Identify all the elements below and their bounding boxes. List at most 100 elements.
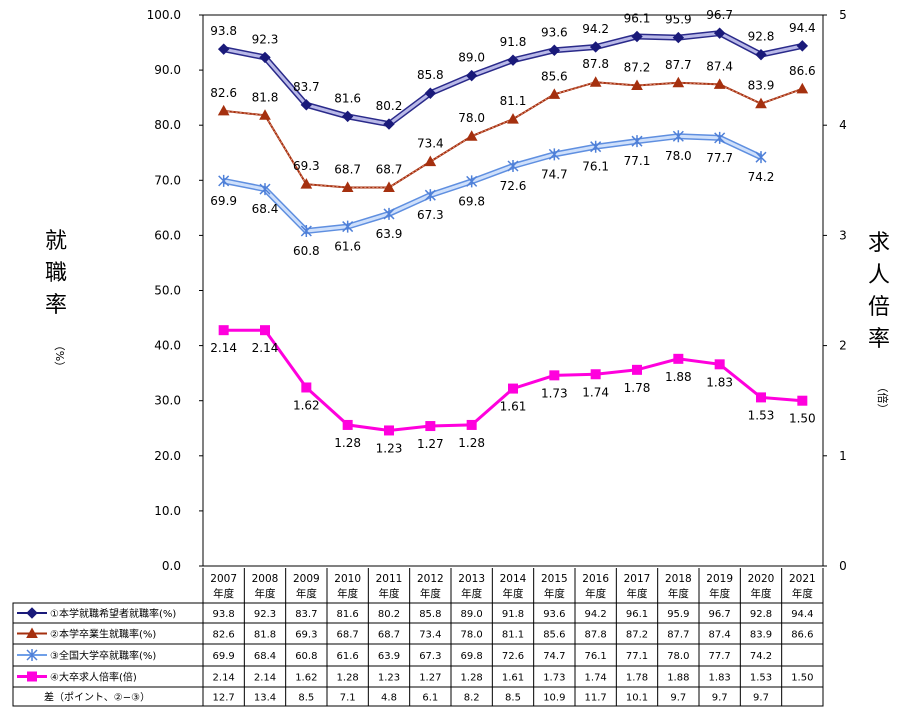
- table-cell: 87.2: [626, 630, 648, 641]
- category-suffix: 年度: [503, 587, 524, 600]
- data-point-star: [672, 130, 684, 143]
- category-year: 2013: [458, 573, 485, 585]
- data-label: 83.9: [748, 79, 775, 93]
- data-point-diamond: [755, 48, 767, 61]
- left-tick-label: 30.0: [154, 394, 181, 408]
- table-cell: 68.7: [337, 630, 359, 641]
- data-label: 77.7: [706, 151, 733, 165]
- data-label: 1.61: [500, 400, 527, 414]
- data-point-star: [383, 207, 395, 220]
- data-point-triangle: [507, 113, 519, 124]
- data-label: 78.0: [665, 149, 692, 163]
- category-year: 2020: [748, 573, 775, 585]
- data-label: 76.1: [582, 160, 609, 174]
- table-cell: 69.8: [461, 651, 483, 662]
- data-point-diamond: [424, 87, 437, 99]
- data-label: 1.50: [789, 412, 816, 426]
- data-point-triangle: [589, 76, 602, 87]
- table-cell: 1.78: [626, 673, 648, 684]
- data-label: 93.8: [210, 24, 237, 38]
- table-cell: 10.9: [543, 693, 565, 704]
- data-point-triangle: [424, 155, 437, 167]
- right-axis-title-char: 人: [868, 263, 890, 288]
- table-cell: 87.8: [585, 630, 607, 641]
- data-point-diamond: [259, 51, 271, 64]
- data-point-square: [425, 421, 436, 432]
- data-label: 68.7: [376, 162, 403, 176]
- data-point-triangle: [259, 109, 271, 120]
- table-cell: 81.6: [337, 609, 359, 620]
- legend-label: ④大卒求人倍率(倍): [50, 671, 137, 684]
- category-suffix: 年度: [709, 587, 730, 600]
- table-cell: 74.2: [750, 651, 772, 662]
- table-cell: 89.0: [461, 609, 483, 620]
- table-cell: 1.23: [378, 673, 400, 684]
- data-point-diamond: [217, 43, 230, 55]
- table-cell: 83.9: [750, 630, 772, 641]
- table-cell: 73.4: [419, 630, 441, 641]
- table-cell: 11.7: [585, 693, 607, 704]
- data-point-diamond: [465, 69, 478, 82]
- table-cell: 60.8: [295, 651, 317, 662]
- data-point-square: [508, 383, 518, 394]
- table-cell: 81.1: [502, 630, 524, 641]
- table-cell: 1.28: [461, 673, 483, 684]
- data-label: 74.2: [748, 170, 775, 184]
- data-point-diamond: [548, 44, 561, 56]
- category-suffix: 年度: [751, 587, 772, 600]
- data-point-triangle: [631, 79, 643, 91]
- data-point-square: [27, 671, 37, 682]
- table-cell: 61.6: [337, 651, 359, 662]
- category-year: 2014: [500, 573, 527, 585]
- right-axis-title-char: 率: [868, 327, 890, 352]
- data-label: 85.8: [417, 68, 444, 82]
- data-label: 96.7: [706, 8, 733, 22]
- table-cell: 76.1: [585, 651, 607, 662]
- table-cell: 12.7: [213, 693, 235, 704]
- data-point-star: [342, 220, 354, 233]
- data-point-star: [631, 135, 643, 148]
- left-tick-label: 60.0: [154, 228, 181, 242]
- category-year: 2021: [789, 573, 816, 585]
- table-cell: 85.6: [543, 630, 565, 641]
- data-label: 72.6: [500, 179, 527, 193]
- data-label: 91.8: [500, 35, 527, 49]
- left-axis-title-char: 率: [45, 293, 67, 318]
- data-point-square: [260, 325, 270, 336]
- data-point-diamond: [507, 54, 519, 66]
- data-label: 61.6: [334, 240, 361, 254]
- table-cell: 2.14: [213, 673, 235, 684]
- right-tick-label: 1: [839, 449, 847, 463]
- table-cell: 80.2: [378, 609, 400, 620]
- data-label: 1.62: [293, 398, 320, 412]
- right-axis-title-char: 倍: [868, 295, 890, 320]
- data-point-square: [632, 364, 642, 375]
- category-suffix: 年度: [461, 587, 482, 600]
- table-cell: 83.7: [295, 609, 317, 620]
- table-cell: 1.53: [750, 673, 772, 684]
- table-cell: 1.61: [502, 673, 524, 684]
- table-cell: 87.4: [709, 630, 731, 641]
- table-cell: 91.8: [502, 609, 524, 620]
- data-label: 1.28: [458, 436, 485, 450]
- data-point-star: [300, 224, 312, 237]
- data-label: 86.6: [789, 64, 816, 78]
- data-point-star: [26, 649, 38, 661]
- category-year: 2011: [376, 573, 403, 585]
- data-point-diamond: [341, 110, 354, 123]
- data-point-square: [384, 425, 394, 436]
- data-label: 1.83: [706, 375, 733, 389]
- table-cell: 8.5: [298, 693, 314, 704]
- category-year: 2015: [541, 573, 568, 585]
- category-year: 2009: [293, 573, 320, 585]
- data-label: 89.0: [458, 51, 485, 65]
- data-label: 94.2: [582, 22, 609, 36]
- data-label: 87.2: [624, 61, 651, 75]
- data-point-square: [466, 419, 477, 430]
- data-label: 77.1: [624, 154, 651, 168]
- data-point-square: [301, 382, 312, 393]
- table-cell: 95.9: [667, 609, 689, 620]
- data-point-triangle: [465, 130, 478, 141]
- table-cell: 78.0: [461, 630, 483, 641]
- table-cell: 82.6: [213, 630, 235, 641]
